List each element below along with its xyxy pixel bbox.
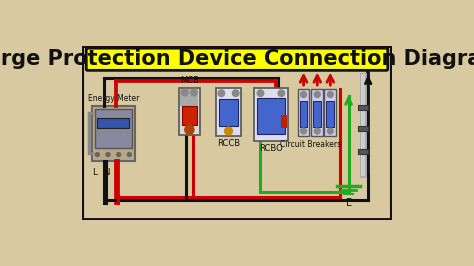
Bar xyxy=(298,89,310,136)
Bar xyxy=(325,89,336,136)
Circle shape xyxy=(314,128,320,134)
Circle shape xyxy=(257,90,264,97)
Circle shape xyxy=(225,127,232,135)
Bar xyxy=(254,88,288,142)
Bar xyxy=(216,88,241,136)
Bar xyxy=(97,118,129,128)
Bar xyxy=(313,101,321,127)
Bar xyxy=(92,106,135,161)
Bar xyxy=(358,149,367,154)
Circle shape xyxy=(97,131,100,135)
Bar xyxy=(358,105,367,110)
Circle shape xyxy=(117,153,120,156)
Text: E: E xyxy=(346,198,352,207)
Circle shape xyxy=(301,128,307,134)
Circle shape xyxy=(191,89,197,96)
Bar xyxy=(179,88,200,135)
Circle shape xyxy=(95,153,99,156)
Circle shape xyxy=(328,128,333,134)
Bar xyxy=(311,89,323,136)
Bar xyxy=(256,98,285,134)
Bar xyxy=(182,106,197,124)
FancyBboxPatch shape xyxy=(86,48,388,70)
Circle shape xyxy=(112,131,115,135)
Bar xyxy=(327,101,334,127)
Text: L  N: L N xyxy=(92,168,110,177)
Circle shape xyxy=(301,92,307,97)
Bar xyxy=(95,109,132,148)
Bar xyxy=(180,89,199,106)
Bar xyxy=(358,126,367,131)
Circle shape xyxy=(232,90,239,97)
Text: MCB: MCB xyxy=(180,76,199,85)
Bar xyxy=(300,101,308,127)
Circle shape xyxy=(127,131,130,135)
Circle shape xyxy=(119,131,122,135)
Circle shape xyxy=(106,153,110,156)
FancyBboxPatch shape xyxy=(82,46,392,220)
Circle shape xyxy=(218,90,225,97)
Text: Circuit Breakers: Circuit Breakers xyxy=(280,140,341,148)
Circle shape xyxy=(104,131,108,135)
Bar xyxy=(219,99,238,126)
Circle shape xyxy=(128,153,131,156)
Text: Surge Protection Device Connection Diagram: Surge Protection Device Connection Diagr… xyxy=(0,49,474,69)
Text: RCCB: RCCB xyxy=(217,139,240,148)
Circle shape xyxy=(314,92,320,97)
Circle shape xyxy=(185,125,194,134)
Text: Energy Meter: Energy Meter xyxy=(88,94,139,103)
Bar xyxy=(282,115,287,128)
Circle shape xyxy=(328,92,333,97)
Text: RCBO: RCBO xyxy=(259,144,283,153)
Circle shape xyxy=(278,90,285,97)
Circle shape xyxy=(182,89,188,96)
